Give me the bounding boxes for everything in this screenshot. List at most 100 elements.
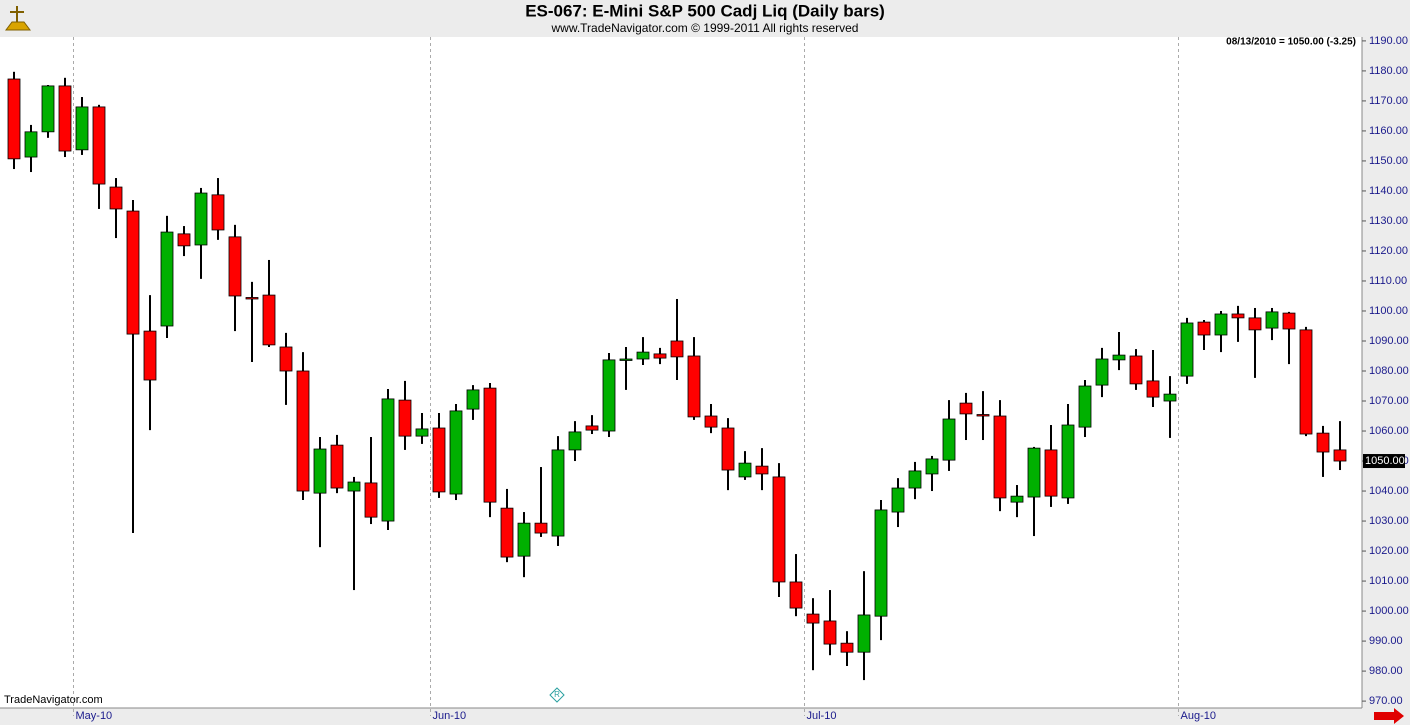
candle-body <box>789 581 803 609</box>
plot-area <box>0 37 1362 708</box>
candle-body <box>500 507 514 558</box>
candle-body <box>228 236 242 297</box>
price-annotation: 08/13/2010 = 1050.00 (-3.25) <box>1226 37 1356 48</box>
candle-body <box>1282 312 1296 330</box>
y-tick-label: 1020.00 <box>1369 545 1409 557</box>
candle-body <box>636 351 650 360</box>
y-tick-label: 1190.00 <box>1369 35 1408 47</box>
candle-body <box>347 481 361 492</box>
candle-body <box>58 85 72 152</box>
candle-body <box>1129 355 1143 385</box>
candle-body <box>602 359 616 432</box>
candle-body <box>415 428 429 437</box>
candle-body <box>466 389 480 410</box>
y-tick-label: 1030.00 <box>1369 515 1409 527</box>
candle-body <box>449 410 463 495</box>
candle-body <box>1299 329 1313 435</box>
candle-body <box>993 415 1007 499</box>
y-tick-label: 1000.00 <box>1369 605 1409 617</box>
candle-body <box>874 509 888 617</box>
y-tick-label: 1040.00 <box>1369 485 1409 497</box>
candle-body <box>721 427 735 471</box>
candle-body <box>245 297 259 300</box>
candle-body <box>840 642 854 653</box>
candle-body <box>857 614 871 653</box>
y-tick-label: 1110.00 <box>1369 275 1407 287</box>
y-tick-label: 1090.00 <box>1369 335 1409 347</box>
candle-body <box>619 358 633 361</box>
y-tick-label: 1160.00 <box>1369 125 1408 137</box>
candle-body <box>534 522 548 534</box>
candle-body <box>925 458 939 475</box>
candle-body <box>704 415 718 428</box>
candle-body <box>126 210 140 335</box>
candle-body <box>262 294 276 346</box>
candle-body <box>687 355 701 418</box>
candle-body <box>551 449 565 537</box>
candle-body <box>1316 432 1330 453</box>
candle-body <box>41 85 55 133</box>
candle-body <box>92 106 106 185</box>
candle-body <box>908 470 922 489</box>
y-tick-label: 970.00 <box>1369 695 1403 707</box>
candle-body <box>7 78 21 160</box>
candle-body <box>381 398 395 522</box>
candle-body <box>313 448 327 494</box>
candle-body <box>1027 447 1041 498</box>
candle-body <box>194 192 208 246</box>
candle-body <box>806 613 820 624</box>
candle-body <box>653 353 667 359</box>
candle-body <box>738 462 752 478</box>
y-tick-label: 1100.00 <box>1369 305 1408 317</box>
candle-body <box>483 387 497 503</box>
candle-body <box>143 330 157 381</box>
candle-body <box>279 346 293 372</box>
candle-body <box>1044 449 1058 497</box>
candle-body <box>1197 321 1211 336</box>
candle-body <box>330 444 344 489</box>
y-tick-label: 1010.00 <box>1369 575 1409 587</box>
y-tick-label: 1140.00 <box>1369 185 1408 197</box>
scroll-arrow[interactable] <box>1374 708 1404 724</box>
candle-body <box>976 414 990 417</box>
candle-body <box>364 482 378 518</box>
y-tick-label: 980.00 <box>1369 665 1403 677</box>
x-tick-label: May-10 <box>76 710 113 722</box>
candle-body <box>670 340 684 358</box>
last-price-box <box>1363 454 1405 469</box>
candle-body <box>772 476 786 583</box>
candle-body <box>585 425 599 431</box>
candle-body <box>177 233 191 247</box>
watermark: TradeNavigator.com <box>4 694 103 706</box>
y-tick-label: 1070.00 <box>1369 395 1409 407</box>
candle-body <box>1333 449 1347 462</box>
candle-body <box>959 402 973 415</box>
last-price-label: 1050.00 <box>1365 455 1405 467</box>
candle-body <box>755 465 769 475</box>
candle-body <box>823 620 837 645</box>
candle-body <box>398 399 412 437</box>
candle-body <box>1095 358 1109 386</box>
candle-body <box>296 370 310 492</box>
y-tick-label: 1080.00 <box>1369 365 1409 377</box>
candle-body <box>160 231 174 327</box>
y-tick-label: 1060.00 <box>1369 425 1409 437</box>
candle-body <box>1248 317 1262 331</box>
candle-body <box>568 431 582 451</box>
candle-body <box>517 522 531 557</box>
candle-body <box>1146 380 1160 398</box>
y-tick-label: 1150.00 <box>1369 155 1408 167</box>
candle-body <box>1180 322 1194 377</box>
logo-icon <box>5 6 31 31</box>
chart-subtitle: www.TradeNavigator.com © 1999-2011 All r… <box>551 21 859 35</box>
candle-body <box>211 194 225 231</box>
candle-body <box>1010 495 1024 503</box>
candle-body <box>891 487 905 513</box>
y-tick-label: 1120.00 <box>1369 245 1408 257</box>
y-tick-label: 990.00 <box>1369 635 1403 647</box>
y-tick-label: 1170.00 <box>1369 95 1408 107</box>
x-tick-label: Aug-10 <box>1181 710 1216 722</box>
candle-body <box>109 186 123 210</box>
